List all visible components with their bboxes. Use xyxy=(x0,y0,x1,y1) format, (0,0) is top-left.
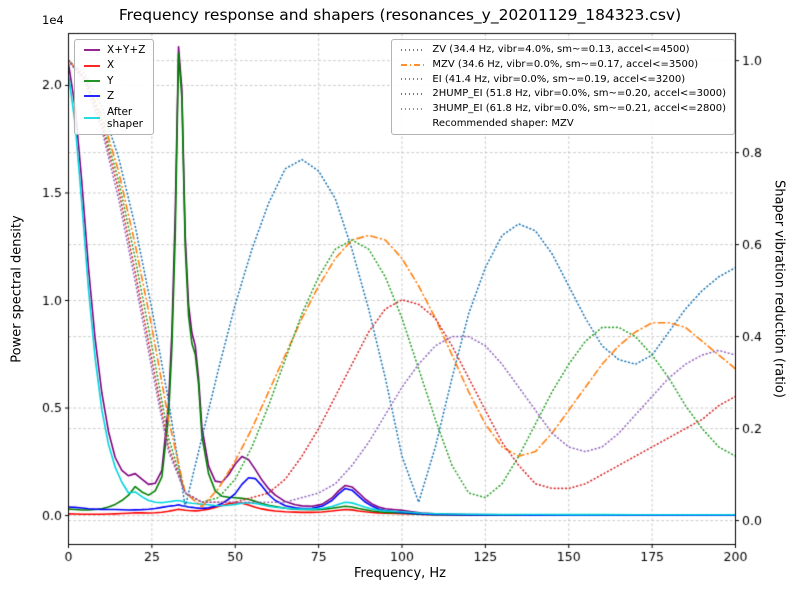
legend-entry: X xyxy=(83,59,145,71)
legend-line-sample xyxy=(401,78,426,81)
legend-line-sample xyxy=(401,108,426,110)
legend-entry: X+Y+Z xyxy=(83,44,145,56)
y-axis-offset-text: 1e4 xyxy=(42,13,64,27)
x-axis-label: Frequency, Hz xyxy=(353,566,447,581)
legend-line-sample xyxy=(401,93,426,96)
legend-label: X xyxy=(107,59,115,72)
legend-label: Y xyxy=(107,74,114,87)
legend-entry: EI (41.4 Hz, vibr=0.0%, sm~=0.19, accel<… xyxy=(400,74,726,86)
legend-label: 2HUMP_EI (51.8 Hz, vibr=0.0%, sm~=0.20, … xyxy=(432,88,726,100)
legend-label: After shaper xyxy=(107,105,144,130)
legend-entry: After shaper xyxy=(83,106,145,131)
legend-line-sample xyxy=(84,49,100,52)
legend-label: Z xyxy=(107,90,115,103)
legend-line-sample xyxy=(84,117,100,119)
legend-label: Recommended shaper: MZV xyxy=(432,117,574,129)
legend-line-sample xyxy=(84,95,100,98)
legend-label: ZV (34.4 Hz, vibr=4.0%, sm~=0.13, accel<… xyxy=(432,44,690,55)
left-y-axis-label: Power spectral density xyxy=(9,215,25,363)
legend-line-sample xyxy=(401,49,426,51)
legend-label: MZV (34.6 Hz, vibr=0.0%, sm~=0.17, accel… xyxy=(432,58,699,70)
legend-spacer xyxy=(400,119,426,129)
legend-entry: Y xyxy=(83,75,145,87)
legend-entry: Z xyxy=(83,90,145,102)
chart-title: Frequency response and shapers (resonanc… xyxy=(118,6,682,24)
legend-entry: ZV (34.4 Hz, vibr=4.0%, sm~=0.13, accel<… xyxy=(400,44,726,56)
legend-psd: X+Y+Z X Y Z After shaper xyxy=(74,39,155,136)
legend-entry: 2HUMP_EI (51.8 Hz, vibr=0.0%, sm~=0.20, … xyxy=(400,88,726,100)
right-y-axis-label: Shaper vibration reduction (ratio) xyxy=(771,180,787,398)
legend-label: X+Y+Z xyxy=(107,44,146,56)
legend-entry: MZV (34.6 Hz, vibr=0.0%, sm~=0.17, accel… xyxy=(400,59,726,71)
legend-label: 3HUMP_EI (61.8 Hz, vibr=0.0%, sm~=0.21, … xyxy=(432,103,726,115)
legend-entry: 3HUMP_EI (61.8 Hz, vibr=0.0%, sm~=0.21, … xyxy=(400,103,726,115)
legend-entry: Recommended shaper: MZV xyxy=(400,118,726,130)
legend-line-sample xyxy=(84,80,100,82)
legend-line-sample xyxy=(401,63,426,66)
legend-line-sample xyxy=(84,64,100,67)
legend-label: EI (41.4 Hz, vibr=0.0%, sm~=0.19, accel<… xyxy=(432,73,686,85)
legend-shapers: ZV (34.4 Hz, vibr=4.0%, sm~=0.13, accel<… xyxy=(391,39,735,135)
